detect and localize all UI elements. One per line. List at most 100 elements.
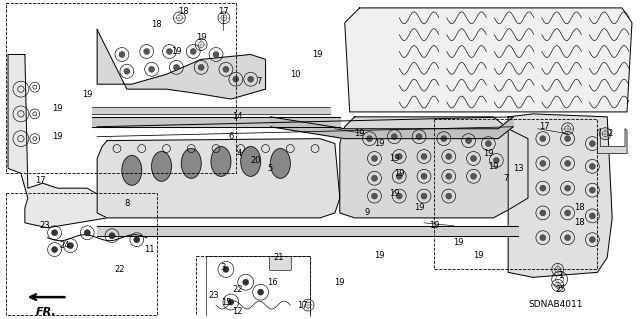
Circle shape bbox=[540, 160, 546, 167]
Circle shape bbox=[198, 64, 204, 70]
Circle shape bbox=[173, 64, 179, 70]
Text: 19: 19 bbox=[82, 90, 93, 99]
Text: 12: 12 bbox=[232, 308, 243, 316]
Text: 5: 5 bbox=[268, 164, 273, 173]
Circle shape bbox=[391, 134, 397, 140]
Text: 20: 20 bbox=[250, 156, 261, 165]
Text: 17: 17 bbox=[35, 176, 46, 185]
Text: 24: 24 bbox=[60, 241, 70, 250]
Circle shape bbox=[396, 173, 402, 179]
Polygon shape bbox=[597, 129, 627, 153]
Text: 2: 2 bbox=[607, 129, 613, 138]
Circle shape bbox=[84, 230, 90, 236]
Ellipse shape bbox=[271, 149, 291, 178]
Text: 13: 13 bbox=[513, 164, 524, 173]
Text: 19: 19 bbox=[389, 189, 399, 198]
Polygon shape bbox=[92, 117, 340, 127]
Circle shape bbox=[564, 136, 571, 142]
Text: 19: 19 bbox=[374, 139, 385, 148]
Text: 7: 7 bbox=[256, 77, 261, 86]
Circle shape bbox=[589, 213, 595, 219]
Polygon shape bbox=[271, 117, 513, 139]
Text: 19: 19 bbox=[429, 221, 439, 230]
Text: 17: 17 bbox=[540, 122, 550, 131]
Text: 18: 18 bbox=[574, 218, 585, 227]
Ellipse shape bbox=[211, 146, 231, 176]
Circle shape bbox=[446, 153, 452, 160]
Text: 10: 10 bbox=[290, 70, 301, 79]
Circle shape bbox=[441, 136, 447, 142]
Text: 18: 18 bbox=[574, 204, 585, 212]
Ellipse shape bbox=[241, 146, 260, 176]
Text: 19: 19 bbox=[414, 204, 424, 212]
Circle shape bbox=[540, 185, 546, 191]
Circle shape bbox=[258, 289, 264, 295]
Circle shape bbox=[371, 175, 378, 181]
Circle shape bbox=[540, 136, 546, 142]
Circle shape bbox=[396, 193, 402, 199]
Circle shape bbox=[213, 51, 219, 57]
Polygon shape bbox=[8, 55, 112, 228]
Circle shape bbox=[67, 243, 74, 249]
Text: 14: 14 bbox=[232, 112, 243, 121]
Text: 21: 21 bbox=[273, 253, 284, 262]
Circle shape bbox=[148, 66, 155, 72]
Circle shape bbox=[540, 210, 546, 216]
Circle shape bbox=[446, 193, 452, 199]
Text: 19: 19 bbox=[483, 149, 493, 158]
Text: 11: 11 bbox=[145, 245, 155, 254]
Circle shape bbox=[421, 173, 427, 179]
Circle shape bbox=[493, 158, 499, 163]
Text: 23: 23 bbox=[209, 291, 220, 300]
Text: 19: 19 bbox=[374, 251, 385, 260]
Text: 19: 19 bbox=[196, 33, 207, 42]
Text: 17: 17 bbox=[218, 7, 228, 16]
Text: 19: 19 bbox=[389, 154, 399, 163]
Circle shape bbox=[52, 230, 58, 236]
Circle shape bbox=[109, 233, 115, 239]
Polygon shape bbox=[340, 117, 528, 218]
Text: 9: 9 bbox=[365, 208, 370, 218]
Text: 18: 18 bbox=[151, 20, 162, 29]
Polygon shape bbox=[92, 107, 330, 114]
Text: 19: 19 bbox=[488, 162, 499, 171]
Circle shape bbox=[233, 76, 239, 82]
Text: 19: 19 bbox=[52, 132, 63, 141]
Text: 17: 17 bbox=[297, 300, 307, 309]
Circle shape bbox=[470, 155, 476, 161]
Circle shape bbox=[371, 155, 378, 161]
Circle shape bbox=[485, 141, 492, 146]
Circle shape bbox=[228, 299, 234, 305]
Polygon shape bbox=[508, 114, 612, 277]
Circle shape bbox=[396, 153, 402, 160]
Text: 19: 19 bbox=[473, 251, 484, 260]
Text: 19: 19 bbox=[52, 104, 63, 114]
Circle shape bbox=[190, 48, 196, 55]
Text: 19: 19 bbox=[453, 238, 464, 247]
Circle shape bbox=[166, 48, 172, 55]
Circle shape bbox=[119, 51, 125, 57]
Text: 23: 23 bbox=[40, 221, 50, 230]
Circle shape bbox=[223, 266, 229, 272]
Text: 19: 19 bbox=[394, 169, 404, 178]
Text: SDNAB4011: SDNAB4011 bbox=[528, 300, 582, 309]
Circle shape bbox=[465, 138, 472, 144]
Text: 18: 18 bbox=[178, 7, 189, 16]
Ellipse shape bbox=[152, 152, 172, 181]
Circle shape bbox=[564, 185, 571, 191]
Text: 19: 19 bbox=[355, 129, 365, 138]
Circle shape bbox=[223, 66, 229, 72]
Circle shape bbox=[470, 173, 476, 179]
Text: 19: 19 bbox=[312, 50, 323, 59]
Circle shape bbox=[243, 279, 249, 285]
Text: 8: 8 bbox=[124, 198, 129, 208]
Polygon shape bbox=[97, 226, 518, 236]
Text: 1: 1 bbox=[558, 271, 563, 280]
Circle shape bbox=[589, 237, 595, 243]
Polygon shape bbox=[97, 139, 340, 218]
Text: 15: 15 bbox=[221, 298, 231, 307]
Circle shape bbox=[371, 193, 378, 199]
Text: 19: 19 bbox=[335, 278, 345, 287]
Text: 7: 7 bbox=[504, 174, 509, 183]
Circle shape bbox=[144, 48, 150, 55]
